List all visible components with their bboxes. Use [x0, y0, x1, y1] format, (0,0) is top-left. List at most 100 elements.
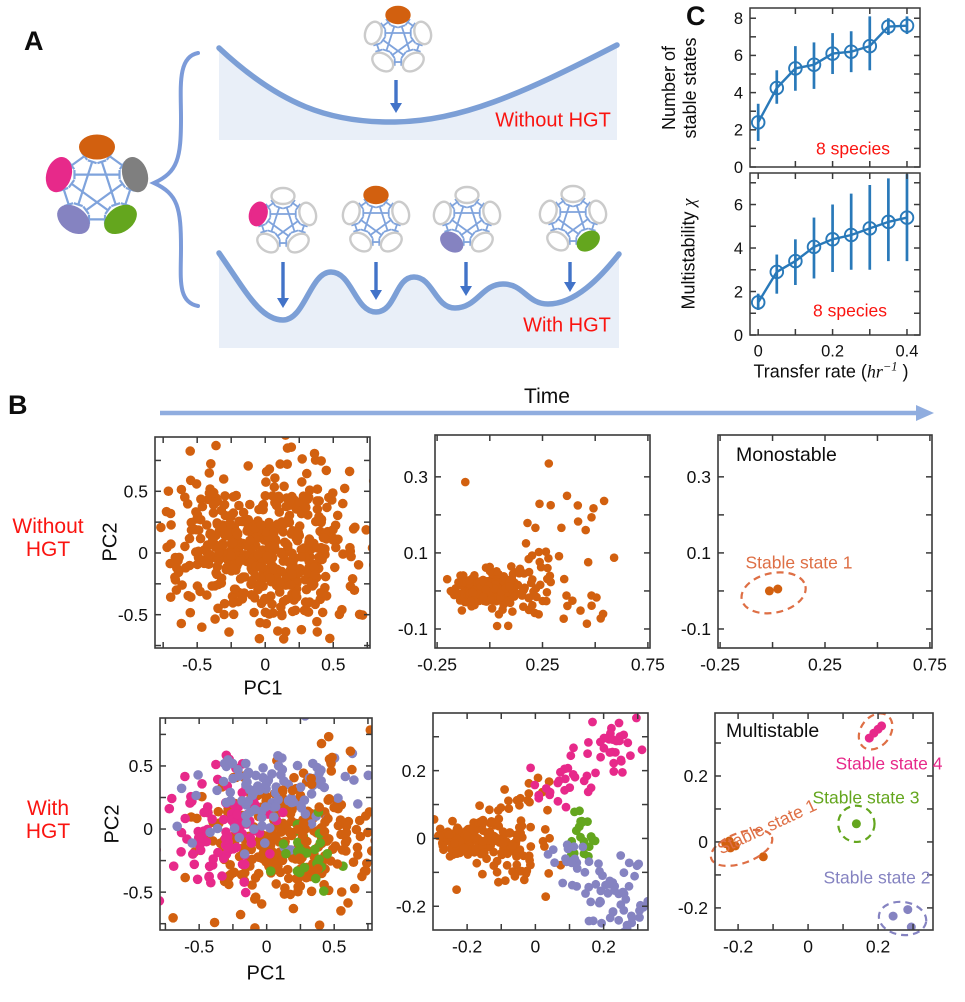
- axis-ticks-c1: [750, 8, 920, 168]
- species-node-orange: [385, 5, 411, 25]
- species-node-empty: [363, 20, 383, 46]
- svg-text:0: 0: [262, 937, 272, 957]
- svg-text:-0.25: -0.25: [417, 655, 457, 675]
- species-node-empty: [546, 230, 570, 252]
- scatter-plot-b6: -0.2 0 0.2 -0.2 0 0.2: [678, 712, 934, 957]
- species-node-empty: [298, 201, 318, 227]
- species-node-gray: [121, 157, 149, 193]
- species-count-annotation-bottom: 8 species: [813, 300, 887, 321]
- axis-ticks-b4: [160, 718, 372, 930]
- svg-text:2: 2: [734, 283, 743, 301]
- axis-tick-labels-b6: -0.2 0 0.2 -0.2 0 0.2: [678, 766, 890, 956]
- row-with-line2: HGT: [25, 820, 71, 843]
- markers-c1: [750, 18, 915, 130]
- svg-text:4: 4: [734, 84, 743, 102]
- species-node-empty: [560, 184, 586, 204]
- species-node-orange: [79, 134, 115, 160]
- xlabel-prefix: Transfer rate (: [753, 361, 867, 382]
- stable-state-ellipse-b6-3: [857, 712, 894, 751]
- svg-text:0.75: 0.75: [913, 655, 947, 675]
- axis-ticks-c2: [750, 173, 920, 336]
- monostable-landscape-fill: [219, 45, 617, 140]
- species-node-purple: [57, 204, 90, 235]
- error-bars-c1: [756, 16, 909, 141]
- arrow-to-well-4: [564, 262, 576, 292]
- stable-state-3-label: Stable state 3: [812, 787, 920, 808]
- svg-text:6: 6: [734, 196, 743, 214]
- species-node-empty: [371, 51, 395, 73]
- pc2-label-top: PC2: [99, 522, 122, 562]
- markers-c2: [750, 210, 915, 310]
- row-with-line1: With: [26, 797, 69, 820]
- axis-box-b6: [714, 712, 934, 931]
- species-node-empty: [413, 20, 433, 46]
- svg-text:0.5: 0.5: [322, 937, 346, 957]
- without-hgt-landscape-label: Without HGT: [495, 109, 611, 132]
- scatter-dots-b3: [764, 584, 783, 596]
- species-node-empty: [256, 232, 280, 254]
- species-node-empty: [391, 200, 411, 226]
- svg-text:0.2: 0.2: [402, 761, 426, 781]
- species-node-empty: [341, 200, 361, 226]
- svg-text:8: 8: [734, 10, 743, 28]
- network-state-green: [538, 184, 608, 252]
- network-without-hgt: [363, 5, 433, 73]
- species-node-orange: [363, 185, 389, 205]
- xlabel-hr: hr: [866, 361, 883, 382]
- axis-tick-labels-c2: 0 0.2 0.4 0 2 4 6: [734, 196, 919, 360]
- xlabel-suffix: ): [897, 361, 909, 382]
- monostable-landscape-curve: [216, 42, 620, 125]
- axis-ticks-b3: [718, 435, 932, 648]
- svg-text:6: 6: [734, 47, 743, 65]
- c-top-ylabel-line1: Number of: [659, 45, 679, 131]
- brace-icon: [149, 51, 200, 308]
- species-node-empty: [270, 186, 296, 206]
- svg-text:-0.1: -0.1: [398, 619, 428, 639]
- axis-tick-labels-c1: 0 2 4 6 8: [734, 10, 743, 177]
- species-node-green: [104, 204, 137, 235]
- panel-a-label: A: [24, 26, 44, 56]
- trend-line-c1: [757, 24, 908, 123]
- svg-text:0.5: 0.5: [124, 481, 148, 501]
- stable-state-ellipse-b3-0: [740, 571, 807, 615]
- svg-text:0: 0: [803, 937, 813, 957]
- scatter-plot-b4: -0.5 0 0.5 -0.5 0 0.5: [123, 717, 373, 957]
- errorbar-plot-c1: 0 2 4 6 8: [734, 7, 921, 177]
- row-without-hgt-label: Without HGT: [12, 515, 83, 561]
- axis-box-c2: [749, 172, 921, 336]
- axis-tick-labels-b2: -0.25 0.25 0.75 -0.1 0.1 0.3: [398, 467, 665, 675]
- arrow-to-well-3: [460, 262, 472, 296]
- with-hgt-landscape-label: With HGT: [523, 314, 611, 337]
- svg-text:4: 4: [734, 240, 743, 258]
- svg-text:0.3: 0.3: [687, 467, 711, 487]
- species-node-empty: [349, 231, 373, 253]
- species-node-green: [576, 230, 600, 252]
- scatter-plot-b2: -0.25 0.25 0.75 -0.1 0.1 0.3: [398, 434, 665, 675]
- svg-text:0.3: 0.3: [404, 467, 428, 487]
- svg-text:-0.5: -0.5: [182, 655, 212, 675]
- error-bars-c2: [756, 174, 909, 310]
- errorbar-plot-c2: 0 0.2 0.4 0 2 4 6: [734, 172, 921, 361]
- pc1-label-top: PC1: [243, 677, 283, 700]
- svg-text:0.2: 0.2: [821, 343, 844, 361]
- time-axis-label: Time: [524, 385, 570, 408]
- svg-text:0: 0: [531, 937, 541, 957]
- network-state-pink: [248, 186, 318, 254]
- xlabel-exponent: −1: [882, 359, 898, 374]
- multistable-landscape-fill: [219, 253, 619, 348]
- row-with-hgt-label: With HGT: [26, 797, 70, 843]
- species-node-empty: [538, 199, 558, 225]
- multistable-landscape-curve: [216, 250, 622, 323]
- scatter-dots-b4: [160, 718, 372, 930]
- panel-c-label: C: [686, 1, 706, 31]
- network-state-orange: [341, 185, 411, 253]
- pc2-label-bottom: PC2: [101, 804, 124, 844]
- species-node-empty: [470, 231, 494, 253]
- svg-text:-0.2: -0.2: [723, 937, 753, 957]
- svg-text:0.5: 0.5: [321, 655, 345, 675]
- svg-text:0: 0: [754, 343, 763, 361]
- arrow-to-monostable-well: [390, 80, 402, 113]
- axis-ticks-b6: [715, 713, 933, 930]
- axis-ticks-b1: [155, 437, 370, 648]
